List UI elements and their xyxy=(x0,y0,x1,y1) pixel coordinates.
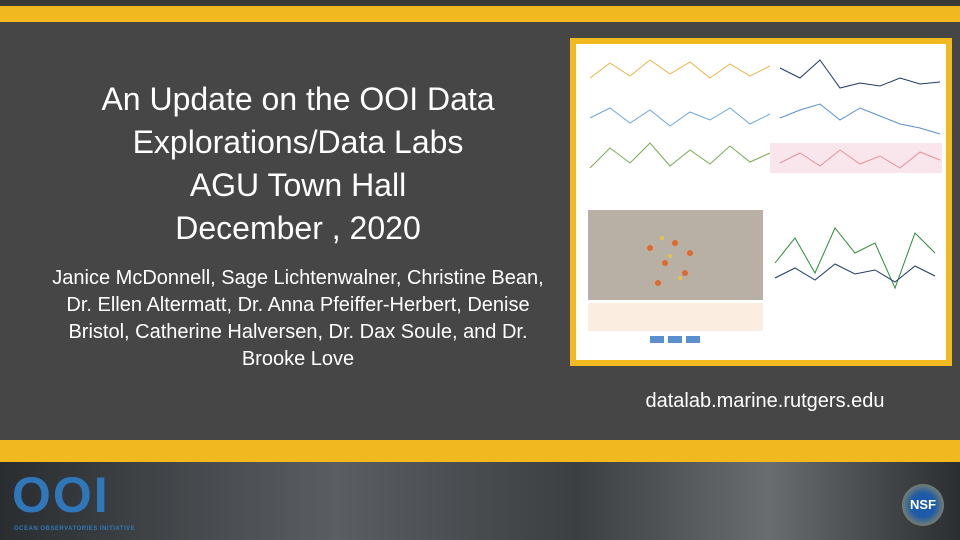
ooi-tagline: OCEAN OBSERVATORIES INITIATIVE xyxy=(14,526,136,532)
bottom-band xyxy=(0,440,960,462)
title-line: AGU Town Hall xyxy=(189,167,407,203)
authors: Janice McDonnell, Sage Lichtenwalner, Ch… xyxy=(52,267,544,370)
screenshot-collage xyxy=(570,38,952,366)
top-band xyxy=(0,6,960,22)
ooi-logo: OOI xyxy=(12,467,110,523)
title-line: Explorations/Data Labs xyxy=(132,124,464,160)
title: An Update on the OOI Data Explorations/D… xyxy=(48,78,548,250)
title-line: An Update on the OOI Data xyxy=(101,81,495,117)
url: datalab.marine.rutgers.edu xyxy=(645,390,885,412)
nsf-logo: NSF xyxy=(902,484,944,526)
bottom-photo xyxy=(0,462,960,540)
title-line: December , 2020 xyxy=(175,210,421,246)
